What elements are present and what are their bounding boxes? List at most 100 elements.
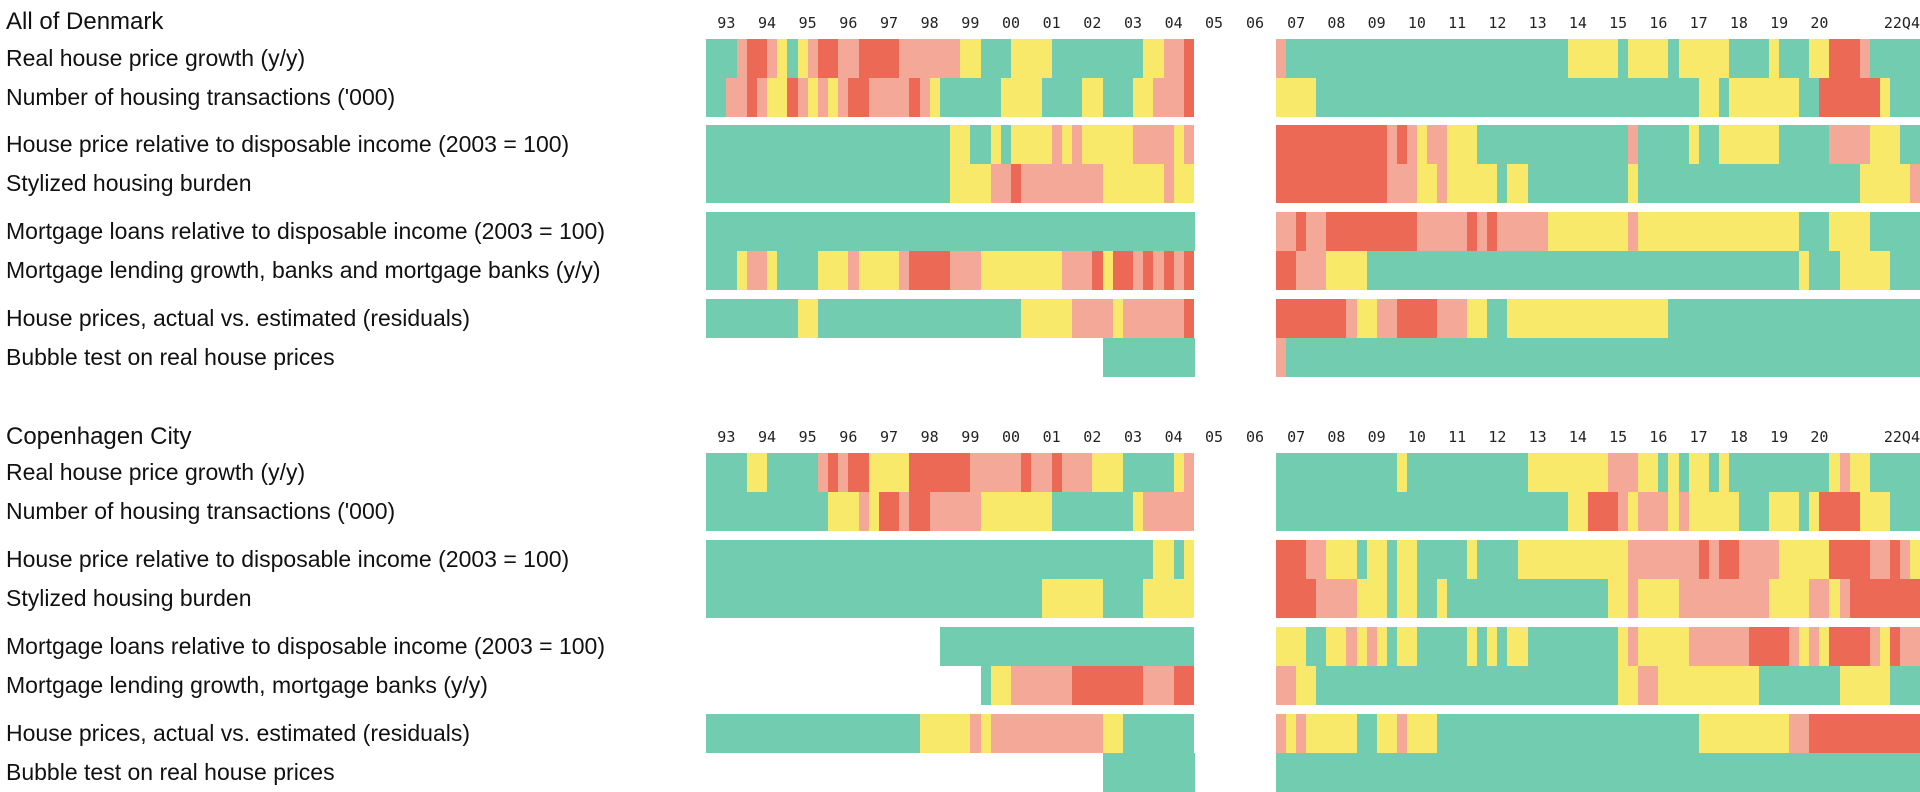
heatmap-cell: [980, 714, 992, 753]
heatmap-cell: [1889, 665, 1920, 705]
heatmap-cell: [1638, 125, 1690, 164]
heatmap-cell: [1859, 39, 1871, 78]
heatmap-cell: [1678, 578, 1770, 618]
heatmap-cell: [1276, 665, 1297, 705]
heatmap-cell: [1416, 163, 1438, 203]
heatmap-cell: [1547, 212, 1629, 251]
heatmap-cell: [797, 77, 809, 117]
heatmap-cell: [1608, 578, 1629, 618]
heatmap-cell: [1738, 491, 1770, 531]
heatmap-cell: [1628, 163, 1639, 203]
row-label: Real house price growth (y/y): [6, 459, 306, 486]
heatmap-cell: [909, 77, 920, 117]
heatmap-cell: [1638, 491, 1669, 531]
heatmap-cell: [1718, 125, 1780, 164]
year-tick-label: 98: [920, 428, 939, 446]
heatmap-cell: [1183, 299, 1195, 338]
heatmap-cell: [1688, 491, 1740, 531]
heatmap-cell: [1789, 627, 1800, 666]
heatmap-cell: [929, 491, 981, 531]
heatmap-cell: [990, 163, 1012, 203]
heatmap-cell: [1698, 125, 1720, 164]
heatmap-cell: [1173, 163, 1195, 203]
year-tick-label: 19: [1770, 428, 1789, 446]
heatmap-cell: [706, 540, 1154, 579]
heatmap-cell: [1296, 212, 1307, 251]
heatmap-cell: [1133, 125, 1175, 164]
heatmap-cell: [1869, 125, 1901, 164]
heatmap-cell: [1447, 163, 1498, 203]
heatmap-cell: [1829, 540, 1871, 579]
heatmap-cell: [1899, 627, 1920, 666]
heatmap-cell: [1000, 125, 1012, 164]
heatmap-cell: [980, 491, 1053, 531]
heatmap-cell: [1527, 163, 1629, 203]
heatmap-cell: [1276, 163, 1388, 203]
heatmap-cell: [1668, 39, 1679, 78]
heatmap-cell: [1688, 125, 1700, 164]
heatmap-cell: [1396, 299, 1438, 338]
heatmap-cell: [1658, 453, 1669, 492]
heatmap-cell: [1276, 250, 1297, 290]
heatmap-cell: [1859, 163, 1911, 203]
heatmap-cell: [1102, 77, 1134, 117]
heatmap-cell: [1356, 299, 1378, 338]
row-label: Bubble test on real house prices: [6, 343, 335, 370]
year-tick-label: 17: [1689, 428, 1708, 446]
heatmap-cell: [868, 453, 910, 492]
heatmap-cell: [1011, 665, 1073, 705]
heatmap-cell: [1366, 540, 1388, 579]
year-tick-label: 20: [1810, 428, 1829, 446]
year-tick-label: 03: [1123, 14, 1143, 32]
row-label: Stylized housing burden: [6, 584, 252, 611]
heatmap-cell: [868, 491, 880, 531]
heatmap-cell: [970, 714, 981, 753]
year-tick-label: 05: [1204, 14, 1224, 32]
heatmap-cell: [706, 39, 737, 78]
heatmap-cell: [1276, 39, 1287, 78]
heatmap-cell: [1102, 578, 1144, 618]
heatmap-cell: [1869, 540, 1891, 579]
year-tick-label: 09: [1367, 14, 1386, 32]
year-tick-label: 16: [1649, 14, 1668, 32]
heatmap-cell: [1416, 212, 1468, 251]
heatmap-cell: [1163, 250, 1175, 290]
row-label: Mortgage lending growth, banks and mortg…: [6, 256, 601, 283]
heatmap-cell: [1326, 250, 1368, 290]
heatmap-cell: [1869, 627, 1881, 666]
heatmap-cell: [909, 453, 971, 492]
heatmap-cell: [1839, 453, 1851, 492]
heatmap-cell: [1326, 212, 1418, 251]
heatmap-cell: [1869, 39, 1920, 78]
year-tick-label: 01: [1042, 14, 1061, 32]
year-tick-label: 17: [1689, 14, 1708, 32]
heatmap-cell: [1829, 39, 1861, 78]
heatmap-cell: [767, 77, 788, 117]
year-tick-label: 10: [1407, 428, 1426, 446]
heatmap-cell: [1809, 627, 1820, 666]
heatmap-cell: [1668, 453, 1679, 492]
row-label: Mortgage loans relative to disposable in…: [6, 218, 605, 245]
row-label: Number of housing transactions ('000): [6, 497, 396, 524]
heatmap-cell: [1092, 453, 1124, 492]
heatmap-cell: [1173, 540, 1185, 579]
heatmap-cell: [1628, 125, 1639, 164]
heatmap-cell: [1728, 39, 1770, 78]
heatmap-cell: [736, 250, 748, 290]
year-tick-label: 99: [961, 428, 980, 446]
heatmap-cell: [1507, 163, 1529, 203]
heatmap-cell: [828, 491, 859, 531]
heatmap-cell: [1011, 125, 1053, 164]
heatmap-cell: [1326, 627, 1347, 666]
heatmap-cell: [1356, 627, 1368, 666]
heatmap-cell: [919, 714, 971, 753]
heatmap-cell: [1031, 453, 1053, 492]
heatmap-cell: [1809, 250, 1840, 290]
heatmap-cell: [1122, 714, 1195, 753]
year-tick-label: 04: [1164, 428, 1183, 446]
heatmap-cell: [1668, 491, 1679, 531]
heatmap-cell: [1497, 627, 1508, 666]
heatmap-cell: [1567, 39, 1619, 78]
heatmap-cell: [706, 212, 1195, 251]
heatmap-cell: [817, 77, 829, 117]
